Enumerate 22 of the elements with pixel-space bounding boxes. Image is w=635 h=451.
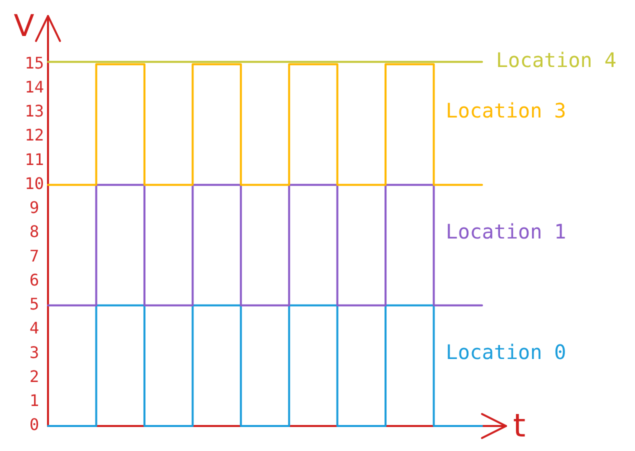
- y-tick-label: 2: [30, 366, 40, 386]
- series-label: Location 3: [446, 98, 566, 123]
- y-tick-label: 9: [30, 198, 40, 218]
- y-tick-label: 14: [24, 78, 44, 97]
- y-tick-label: 5: [30, 294, 40, 314]
- y-tick-label: 4: [30, 318, 40, 338]
- y-tick-label: 10: [24, 174, 44, 193]
- x-axis-title: t: [513, 406, 526, 444]
- y-tick-label: 11: [24, 150, 44, 169]
- y-tick-label: 15: [24, 53, 44, 72]
- y-tick-label: 3: [30, 342, 40, 362]
- y-tick-label: 12: [24, 126, 44, 145]
- y-tick-label: 1: [30, 391, 40, 410]
- series-label: Location 4: [496, 48, 616, 72]
- y-axis-title: V: [14, 8, 35, 44]
- series-label: Location 1: [446, 219, 566, 244]
- y-tick-label: 8: [30, 222, 40, 242]
- y-tick-label: 7: [30, 246, 40, 266]
- series-label: Location 0: [446, 340, 566, 364]
- y-tick-label: 13: [24, 102, 44, 121]
- y-tick-label: 0: [30, 415, 40, 434]
- y-tick-label: 6: [30, 270, 40, 290]
